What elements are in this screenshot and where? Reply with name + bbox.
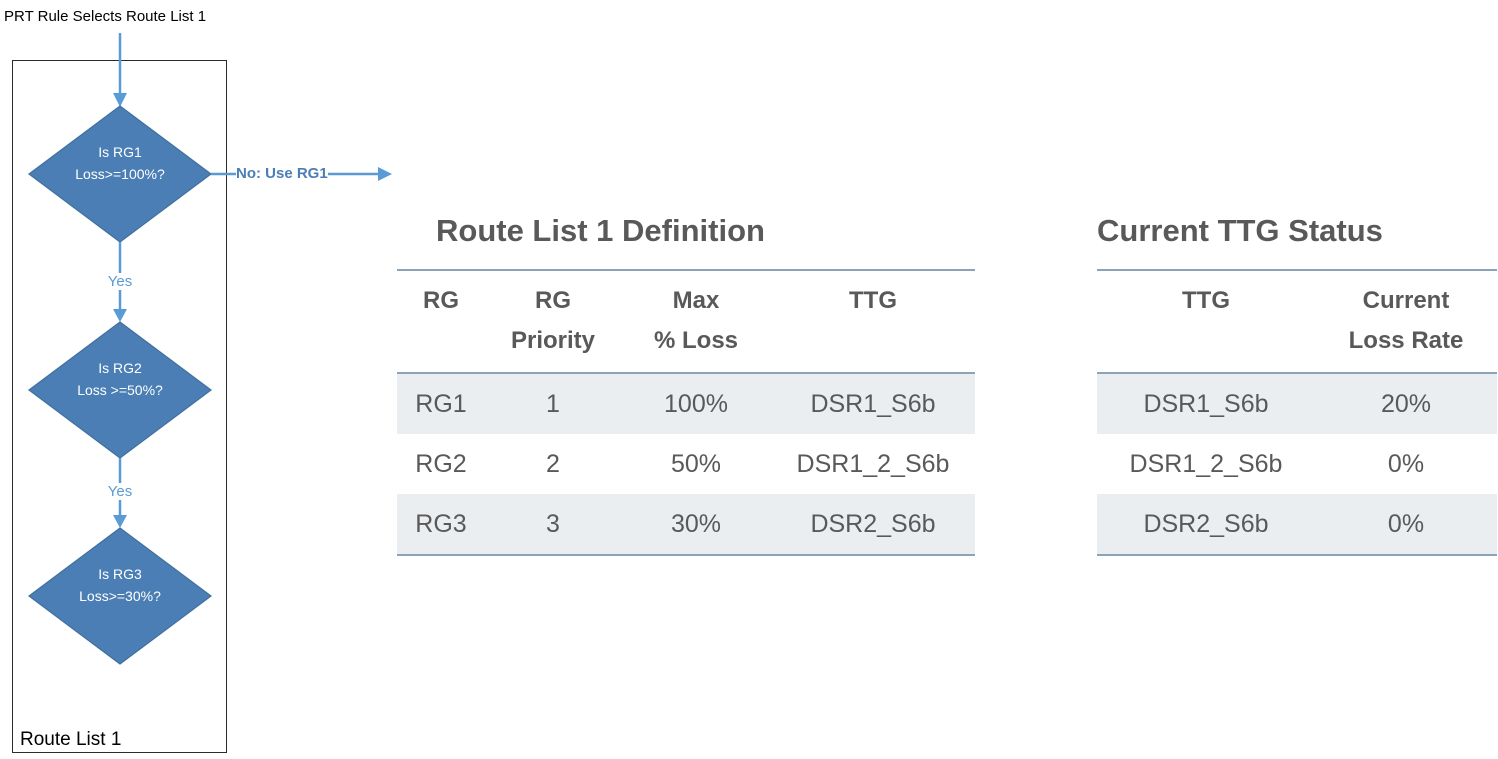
table-row: RG1 1 100% DSR1_S6b	[397, 373, 975, 434]
header-rg: RG	[397, 269, 485, 374]
cell-ttg: DSR1_S6b	[1097, 373, 1315, 434]
route-list-header-row: RG RG Priority Max % Loss TTG	[397, 269, 975, 374]
cell-rg: RG1	[397, 373, 485, 434]
cell-max-loss: 30%	[621, 494, 771, 556]
cell-max-loss: 100%	[621, 373, 771, 434]
table-row: DSR2_S6b 0%	[1097, 494, 1497, 556]
decision-rg3-line2: Loss>=30%?	[79, 588, 161, 604]
cell-ttg: DSR1_2_S6b	[1129, 449, 1283, 478]
header-rg-priority: RG Priority	[485, 269, 621, 374]
start-arrow-head	[113, 93, 127, 107]
cell-rg: RG3	[397, 494, 485, 556]
decision-rg1: Is RG1 Loss>=100%?	[45, 141, 195, 185]
cell-ttg: DSR2_S6b	[1097, 494, 1315, 556]
decision-rg1-line1: Is RG1	[98, 144, 142, 160]
decision-rg2-line2: Loss >=50%?	[77, 382, 163, 398]
decision-rg2-line1: Is RG2	[98, 360, 142, 376]
yes-arrow-1-head	[113, 309, 127, 322]
table-row: RG2 2 50% DSR1_2_S6b	[397, 434, 975, 494]
no-arrow-head	[378, 167, 392, 181]
decision-rg3-shape	[27, 527, 213, 665]
cell-rg: RG2	[415, 449, 467, 478]
ttg-status-table-title: Current TTG Status	[1097, 213, 1383, 248]
table-row: DSR1_2_S6b 0%	[1097, 434, 1497, 494]
cell-priority: 1	[485, 373, 621, 434]
container-label: Route List 1	[20, 729, 122, 750]
cell-loss-rate: 0%	[1387, 449, 1425, 478]
cell-loss-rate: 0%	[1315, 494, 1497, 556]
route-list-table-title: Route List 1 Definition	[436, 213, 765, 248]
cell-ttg: DSR1_2_S6b	[796, 449, 950, 478]
decision-rg2: Is RG2 Loss >=50%?	[45, 357, 195, 401]
yes-arrow-2-head	[113, 515, 127, 528]
table-row: DSR1_S6b 20%	[1097, 373, 1497, 434]
cell-ttg: DSR1_S6b	[771, 373, 975, 434]
ttg-status-header-row: TTG Current Loss Rate	[1097, 269, 1497, 374]
no-branch-label: No: Use RG1	[236, 165, 328, 182]
cell-ttg: DSR2_S6b	[771, 494, 975, 556]
decision-rg1-line2: Loss>=100%?	[75, 166, 165, 182]
cell-max-loss: 50%	[670, 449, 722, 478]
header-ttg: TTG	[771, 269, 975, 374]
table-row: RG3 3 30% DSR2_S6b	[397, 494, 975, 556]
header-max-loss: Max % Loss	[621, 269, 771, 374]
decision-rg3: Is RG3 Loss>=30%?	[45, 563, 195, 607]
yes-label-2: Yes	[90, 483, 150, 500]
cell-priority: 2	[546, 449, 560, 478]
route-list-table: RG RG Priority Max % Loss TTG RG1 1 100%…	[397, 269, 975, 556]
ttg-status-table: TTG Current Loss Rate DSR1_S6b 20% DSR1_…	[1097, 269, 1497, 556]
start-label: PRT Rule Selects Route List 1	[4, 8, 207, 25]
header-ttg: TTG	[1097, 269, 1315, 374]
flowchart-graphics	[27, 33, 392, 665]
decision-rg3-line1: Is RG3	[98, 566, 142, 582]
cell-loss-rate: 20%	[1315, 373, 1497, 434]
yes-label-1: Yes	[90, 273, 150, 290]
cell-priority: 3	[485, 494, 621, 556]
header-current-loss-rate: Current Loss Rate	[1315, 269, 1497, 374]
